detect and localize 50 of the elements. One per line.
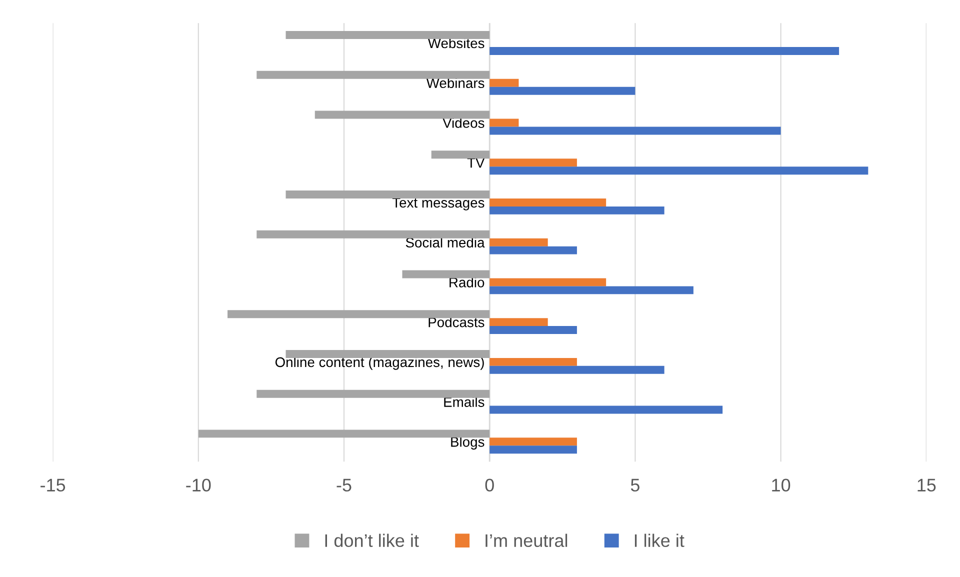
bar (490, 358, 577, 366)
bar (228, 310, 490, 318)
y-tick-label: Blogs (451, 436, 484, 450)
y-tick-label: Webinars (426, 78, 484, 88)
bar (490, 158, 577, 167)
bar (256, 230, 490, 238)
bar (198, 430, 490, 438)
bar (490, 326, 577, 334)
y-tick-label: Online content (magazines, news) (275, 356, 484, 370)
bar (490, 246, 577, 254)
bar (490, 198, 606, 206)
bar (490, 366, 664, 374)
x-tick-label: -15 (40, 478, 66, 492)
bar (490, 318, 548, 326)
y-tick-label: Podcasts (428, 317, 484, 328)
bar (490, 86, 636, 95)
x-tick-label: 15 (918, 478, 936, 492)
bar (314, 110, 490, 119)
bar (490, 438, 577, 446)
y-tick-label: Social media (406, 237, 485, 248)
bar (490, 286, 694, 294)
x-tick-label: 5 (630, 478, 640, 492)
bar (490, 278, 606, 286)
bar (431, 150, 490, 159)
legend-label: I don’t like it (325, 534, 419, 548)
bar (490, 166, 868, 175)
bar (490, 206, 664, 214)
bar (490, 118, 519, 127)
bar (256, 70, 490, 79)
bar (286, 350, 490, 358)
bar (490, 238, 548, 246)
x-tick-label: 10 (772, 478, 790, 492)
bar (402, 270, 490, 278)
y-tick-label: Emails (444, 396, 484, 407)
legend-label: I’m neutral (486, 534, 568, 548)
x-tick-label: 0 (485, 478, 494, 492)
y-tick-label: Websites (428, 38, 484, 48)
bar (286, 190, 490, 198)
y-tick-label: Videos (442, 118, 484, 128)
bar (490, 47, 840, 55)
bar (490, 406, 723, 414)
bar (256, 390, 490, 398)
bar (490, 78, 519, 87)
bar (490, 126, 781, 135)
x-tick-label: -10 (186, 478, 211, 492)
x-tick-label: -5 (336, 478, 352, 492)
bar (490, 446, 577, 454)
bar (286, 31, 490, 40)
y-tick-label: Radio (450, 277, 484, 288)
legend-label: I like it (634, 534, 684, 548)
